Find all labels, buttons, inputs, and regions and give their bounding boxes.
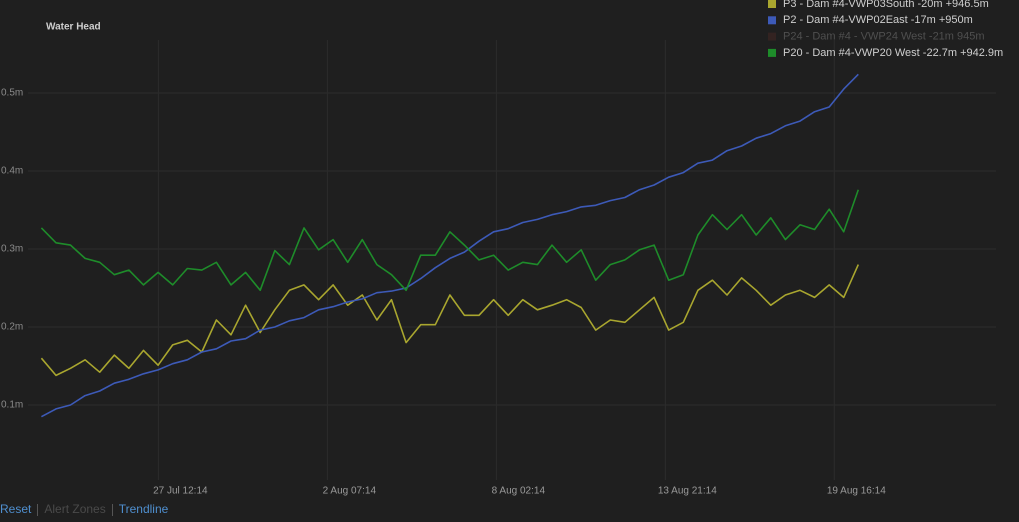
series-line [40, 189, 860, 292]
x-tick-label: 2 Aug 07:14 [323, 486, 377, 497]
y-tick-label: 0.2m [1, 322, 23, 333]
legend-swatch [768, 32, 776, 41]
x-tick-label: 27 Jul 12:14 [153, 486, 208, 497]
legend-swatch [768, 48, 776, 57]
legend-label: P20 - Dam #4-VWP20 West -22.7m +942.9m [783, 47, 1003, 59]
series-line [41, 73, 859, 418]
legend-swatch [768, 16, 776, 25]
control-link: Alert Zones [44, 502, 106, 516]
legend-swatch [768, 0, 776, 8]
legend-label: P2 - Dam #4-VWP02East -17m +950m [783, 14, 973, 26]
x-tick-label: 8 Aug 02:14 [492, 486, 546, 497]
chart: Water Head 0.1m 0.2m 0.3m 0.4m 0.5m 27 Jul 12… [1, 0, 1003, 497]
x-tick-label: 19 Aug 16:14 [827, 486, 886, 497]
x-tick-label: 13 Aug 21:14 [658, 486, 717, 497]
separator [37, 503, 39, 516]
y-tick-label: 0.3m [1, 244, 23, 255]
controls: Reset Alert Zones Trendline [0, 502, 168, 516]
y-tick-label: 0.4m [1, 166, 23, 177]
legend-label: P3 - Dam #4-VWP03South -20m +946.5m [783, 0, 989, 10]
separator [111, 503, 113, 516]
control-link[interactable]: Trendline [118, 502, 169, 516]
legend-label: P24 - Dam #4 - VWP24 West -21m 945m [783, 31, 985, 43]
series-line [40, 264, 860, 377]
y-tick-label: 0.5m [1, 88, 23, 99]
control-link[interactable]: Reset [0, 502, 32, 516]
chart-title: Water Head [46, 22, 101, 33]
y-tick-label: 0.1m [1, 400, 23, 411]
